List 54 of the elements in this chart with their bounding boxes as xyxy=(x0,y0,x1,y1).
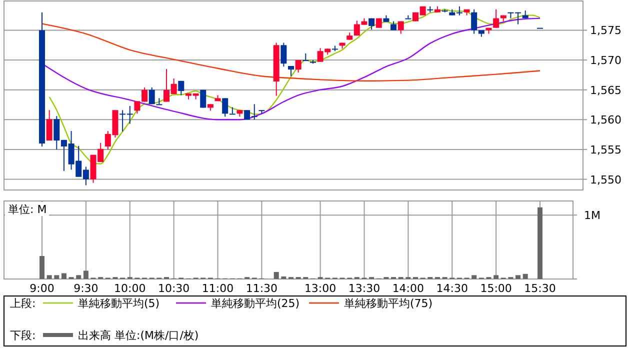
bar xyxy=(494,275,499,279)
candlestick xyxy=(471,8,478,34)
x-tick-label: 13:30 xyxy=(348,282,380,295)
candlestick xyxy=(148,86,155,105)
x-tick-label: 15:30 xyxy=(524,282,556,295)
x-tick-label: 15:00 xyxy=(480,282,512,295)
y-tick-label: 1,560 xyxy=(590,114,622,127)
x-tick-label: 14:30 xyxy=(436,282,468,295)
x-tick-label: 13:00 xyxy=(304,282,336,295)
y-tick-label: 1,555 xyxy=(590,143,622,156)
bar xyxy=(83,270,88,279)
x-tick-label: 11:30 xyxy=(246,282,278,295)
legend-label: 単純移動平均(25) xyxy=(211,297,300,310)
annotation: 単位: M xyxy=(8,203,47,216)
candlestick xyxy=(405,14,412,20)
bar xyxy=(76,275,82,279)
line-series xyxy=(41,23,541,82)
y-tick-label: 1,550 xyxy=(590,173,622,186)
y-tick-label: 1,570 xyxy=(590,54,622,68)
candlestick xyxy=(302,52,309,62)
legend-label: 単純移動平均(5) xyxy=(78,297,160,310)
x-tick-label: 9:00 xyxy=(30,282,54,295)
candlestick xyxy=(295,60,302,74)
bar xyxy=(54,275,60,279)
bar xyxy=(46,275,52,279)
y-tick-label: 1,565 xyxy=(590,84,622,97)
x-tick-label: 10:30 xyxy=(158,282,190,295)
bar xyxy=(61,273,66,279)
legend-label: 単純移動平均(75) xyxy=(344,297,433,310)
y-tick-label: 1,575 xyxy=(590,24,622,38)
x-tick-label: 9:30 xyxy=(74,282,98,295)
legend-title: 下段: xyxy=(10,329,36,342)
line-series xyxy=(48,8,541,164)
candlestick xyxy=(493,8,500,28)
candlestick xyxy=(46,110,52,142)
candlestick xyxy=(398,20,404,34)
bar xyxy=(522,274,528,279)
x-tick-label: 14:00 xyxy=(392,282,424,295)
candlestick xyxy=(178,80,184,96)
candlestick xyxy=(156,98,162,106)
x-tick-label: 10:00 xyxy=(114,282,146,295)
bar xyxy=(281,276,286,279)
y-tick-label: 1M xyxy=(584,209,600,222)
legend-title: 上段: xyxy=(10,297,36,310)
bar xyxy=(516,275,521,279)
bar xyxy=(274,272,279,279)
legend-label: 出来高 単位:(M株/口/枚) xyxy=(78,329,199,342)
candlestick xyxy=(222,98,228,118)
bar xyxy=(40,256,44,279)
candlestick xyxy=(280,42,287,68)
bar xyxy=(472,275,477,279)
candlestick xyxy=(229,106,236,115)
bar xyxy=(538,207,542,279)
x-tick-label: 11:00 xyxy=(202,282,234,295)
